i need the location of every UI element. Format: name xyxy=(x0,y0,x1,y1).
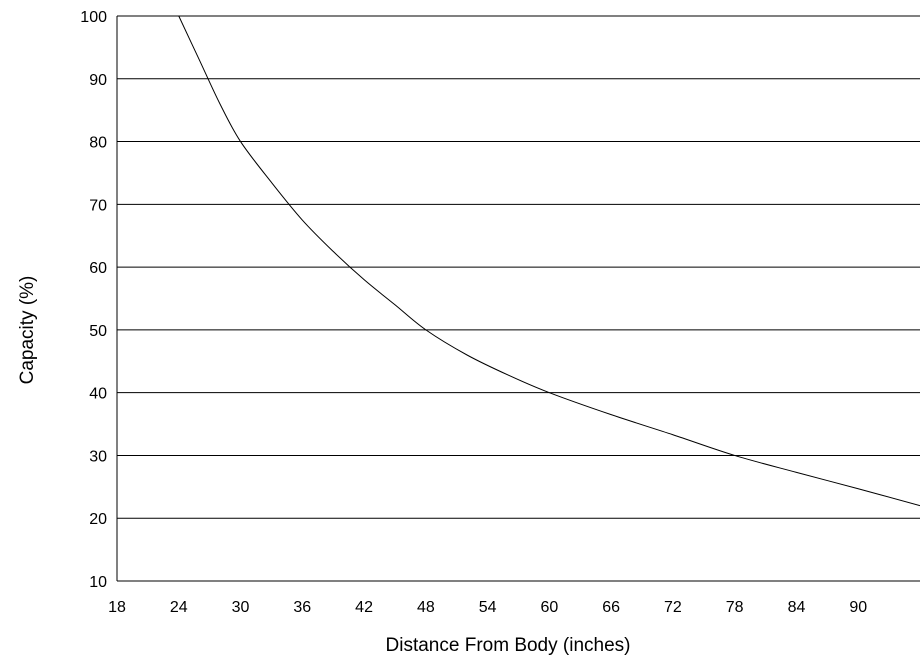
series-line-0 xyxy=(178,15,920,507)
y-tick-label: 100 xyxy=(80,9,107,26)
x-tick-label: 54 xyxy=(479,599,497,616)
x-tick-label: 48 xyxy=(417,599,435,616)
x-tick-label: 72 xyxy=(664,599,682,616)
x-tick-label: 60 xyxy=(540,599,558,616)
x-tick-label: 24 xyxy=(170,599,188,616)
x-tick-label: 84 xyxy=(788,599,806,616)
y-tick-label: 50 xyxy=(89,323,107,340)
y-tick-label: 20 xyxy=(89,511,107,528)
x-tick-label: 18 xyxy=(108,599,126,616)
y-tick-label: 30 xyxy=(89,448,107,465)
y-tick-label: 80 xyxy=(89,135,107,152)
gridlines xyxy=(117,15,920,519)
axes xyxy=(116,16,920,582)
x-axis-title: Distance From Body (inches) xyxy=(386,635,631,656)
x-tick-label: 42 xyxy=(355,599,373,616)
x-tick-label: 78 xyxy=(726,599,744,616)
x-tick-label: 90 xyxy=(849,599,867,616)
x-tick-labels: 18 24 30 36 42 48 54 60 66 72 78 84 90 xyxy=(108,599,867,616)
y-tick-label: 10 xyxy=(89,574,107,591)
y-axis-title: Capacity (%) xyxy=(17,276,38,385)
y-tick-label: 40 xyxy=(89,386,107,403)
series-layer xyxy=(178,15,920,507)
x-tick-label: 66 xyxy=(602,599,620,616)
y-tick-label: 90 xyxy=(89,72,107,89)
y-tick-label: 70 xyxy=(89,197,107,214)
y-tick-label: 60 xyxy=(89,260,107,277)
x-tick-label: 30 xyxy=(232,599,250,616)
y-tick-labels: 10 20 30 40 50 60 70 80 90 100 xyxy=(80,9,107,591)
x-tick-label: 36 xyxy=(293,599,311,616)
